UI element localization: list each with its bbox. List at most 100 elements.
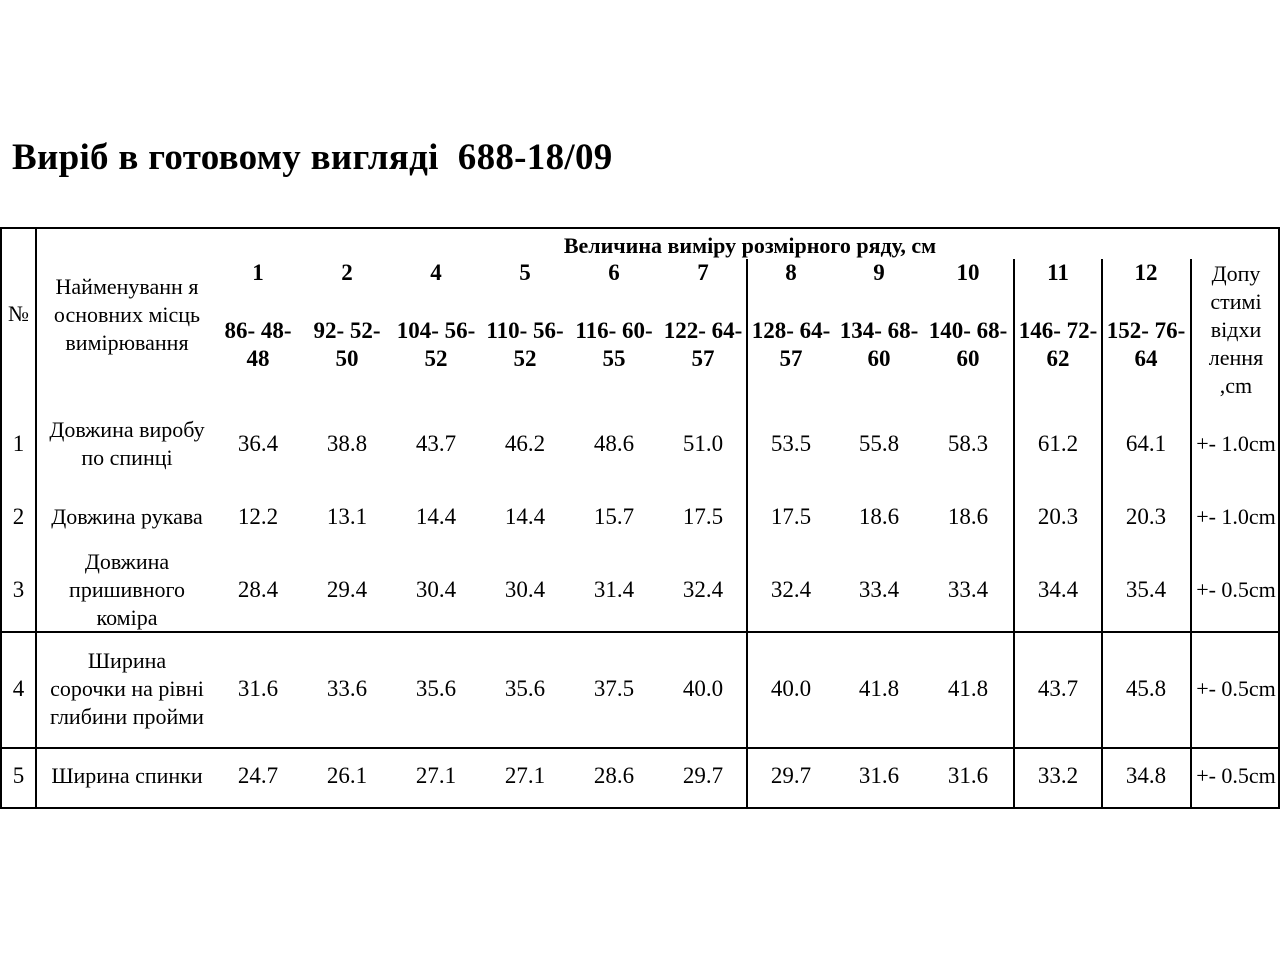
measurement-value: 35.6 (504, 676, 546, 701)
measurement-value: 34.8 (1125, 763, 1167, 788)
grid-line (0, 229, 2, 807)
size-number: 1 (252, 260, 264, 285)
measurement-value: 46.2 (504, 431, 546, 456)
size-label: 152- 76-64 (1106, 318, 1186, 371)
measurement-value: 45.8 (1125, 676, 1167, 701)
size-label: 122- 64-57 (663, 318, 743, 371)
tolerance-value: +- 1.0cm (1196, 431, 1276, 456)
size-label: 140- 68-60 (928, 318, 1008, 371)
measurement-value: 35.6 (415, 676, 457, 701)
measurement-value: 55.8 (858, 431, 900, 456)
measurement-value: 18.6 (858, 504, 900, 529)
measurement-value: 31.4 (593, 577, 635, 602)
measurement-value: 40.0 (682, 676, 724, 701)
measurement-value: 32.4 (770, 577, 812, 602)
measurement-value: 17.5 (770, 504, 812, 529)
measurement-value: 43.7 (415, 431, 457, 456)
size-label: 110- 56-52 (486, 318, 564, 371)
row-number: 5 (12, 763, 25, 788)
measurement-value: 29.7 (770, 763, 812, 788)
measurement-value: 28.4 (237, 577, 279, 602)
row-number: 4 (12, 676, 25, 701)
measurement-value: 28.6 (593, 763, 635, 788)
measurement-value: 33.4 (947, 577, 989, 602)
size-number: 6 (608, 260, 620, 285)
measurement-value: 17.5 (682, 504, 724, 529)
measurement-value: 64.1 (1125, 431, 1167, 456)
measurement-value: 37.5 (593, 676, 635, 701)
tolerance-value: +- 0.5cm (1196, 577, 1276, 602)
row-number: 3 (12, 577, 25, 602)
grid-line (1013, 259, 1015, 807)
measurement-value: 30.4 (415, 577, 457, 602)
measurement-name: Довжина рукава (51, 504, 203, 529)
size-number: 12 (1134, 260, 1158, 285)
measurement-value: 20.3 (1037, 504, 1079, 529)
measurement-value: 34.4 (1037, 577, 1079, 602)
page-title: Виріб в готовому вигляді 688-18/09 (12, 137, 613, 178)
row-number: 1 (12, 431, 25, 456)
measurement-value: 31.6 (858, 763, 900, 788)
measurement-value: 32.4 (682, 577, 724, 602)
grid-line (1190, 259, 1192, 807)
measurement-value: 18.6 (947, 504, 989, 529)
measurement-value: 27.1 (504, 763, 546, 788)
size-label: 116- 60-55 (575, 318, 653, 371)
measurement-value: 30.4 (504, 577, 546, 602)
tolerance-value: +- 1.0cm (1196, 504, 1276, 529)
measurement-value: 14.4 (504, 504, 546, 529)
size-number: 7 (697, 260, 709, 285)
measurement-value: 48.6 (593, 431, 635, 456)
size-number: 5 (519, 260, 531, 285)
measurement-name: Довжина пришивного коміра (69, 549, 185, 630)
measurement-value: 38.8 (326, 431, 368, 456)
size-label: 92- 52-50 (313, 318, 381, 371)
size-number: 9 (873, 260, 885, 285)
measurement-value: 31.6 (237, 676, 279, 701)
measurement-value: 29.4 (326, 577, 368, 602)
measurement-value: 40.0 (770, 676, 812, 701)
measurement-value: 51.0 (682, 431, 724, 456)
grid-line (746, 259, 748, 807)
measurement-value: 24.7 (237, 763, 279, 788)
size-range-caption: Величина виміру розмірного ряду, см (563, 233, 937, 258)
no-column-header: № (8, 301, 29, 326)
measurement-value: 58.3 (947, 431, 989, 456)
measurement-value: 43.7 (1037, 676, 1079, 701)
measurement-value: 41.8 (858, 676, 900, 701)
measurement-value: 20.3 (1125, 504, 1167, 529)
size-label: 134- 68-60 (839, 318, 919, 371)
size-number: 10 (956, 260, 980, 285)
measurement-value: 27.1 (415, 763, 457, 788)
size-label: 86- 48-48 (224, 318, 292, 371)
measurement-value: 15.7 (593, 504, 635, 529)
size-number: 2 (341, 260, 353, 285)
grid-line (0, 631, 1280, 633)
grid-line (1101, 259, 1103, 807)
measurement-table: № Найменуванн я основних місць вимірюван… (0, 227, 1280, 809)
measurement-value: 35.4 (1125, 577, 1167, 602)
measurement-value: 29.7 (682, 763, 724, 788)
row-number: 2 (12, 504, 25, 529)
size-number: 4 (430, 260, 442, 285)
size-label: 128- 64-57 (751, 318, 831, 371)
measurement-value: 31.6 (947, 763, 989, 788)
measurement-value: 53.5 (770, 431, 812, 456)
measurement-name: Довжина виробу по спинці (49, 417, 205, 470)
size-number: 11 (1047, 260, 1069, 285)
grid-line (1278, 229, 1280, 807)
measurement-value: 33.6 (326, 676, 368, 701)
measurement-value: 26.1 (326, 763, 368, 788)
measurement-value: 12.2 (237, 504, 279, 529)
measurement-name: Ширина спинки (51, 763, 203, 788)
size-label: 104- 56-52 (396, 318, 476, 371)
tolerance-value: +- 0.5cm (1196, 763, 1276, 788)
grid-line (0, 747, 1280, 749)
tolerance-column-header: Допу стимі відхи лення ,cm (1208, 261, 1264, 398)
measurement-value: 41.8 (947, 676, 989, 701)
measurement-value: 14.4 (415, 504, 457, 529)
measurement-value: 36.4 (237, 431, 279, 456)
parameter-column-header: Найменуванн я основних місць вимірювання (53, 274, 201, 355)
measurement-name: Ширина сорочки на рівні глибини пройми (50, 648, 204, 729)
grid-line (35, 229, 37, 807)
